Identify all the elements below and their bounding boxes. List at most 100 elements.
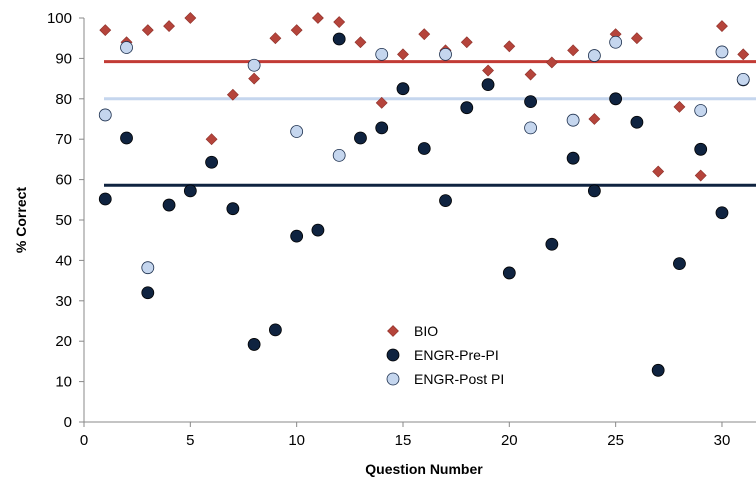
data-point <box>397 48 409 61</box>
data-point <box>482 64 494 77</box>
data-point <box>481 78 495 92</box>
y-tick-label: 90 <box>55 50 72 67</box>
legend-label: ENGR-Post PI <box>414 371 504 387</box>
ticks: 0 10 20 30 40 50 60 70 80 90 100 0 5 10 15 20 25 30 <box>47 10 730 449</box>
data-point <box>503 40 516 53</box>
data-point <box>354 131 367 145</box>
data-point <box>715 45 729 59</box>
data-point <box>247 58 261 72</box>
data-point <box>588 113 601 125</box>
y-tick-label: 70 <box>55 131 72 148</box>
data-point <box>630 32 643 45</box>
legend-marker <box>386 372 400 386</box>
data-point <box>694 169 707 182</box>
data-point <box>396 82 410 96</box>
data-point <box>290 24 303 37</box>
data-point <box>98 108 112 122</box>
data-point <box>268 323 282 337</box>
data-point <box>226 202 240 216</box>
x-tick-label: 20 <box>501 432 518 449</box>
reference-lines <box>104 60 756 187</box>
x-tick-label: 5 <box>186 432 194 449</box>
data-point <box>205 133 218 146</box>
data-point <box>375 121 389 135</box>
data-point <box>375 47 389 61</box>
data-point <box>120 131 133 145</box>
data-point <box>226 88 239 101</box>
legend-label: BIO <box>414 323 438 339</box>
data-point <box>141 24 154 37</box>
data-point <box>439 194 452 208</box>
data-point <box>609 35 623 49</box>
data-point <box>587 49 601 62</box>
data-point <box>183 184 197 198</box>
data-point <box>290 125 304 138</box>
x-tick-label: 15 <box>395 432 412 449</box>
data-point <box>694 104 708 117</box>
data-point <box>673 100 686 113</box>
data-point <box>652 165 665 178</box>
y-tick-label: 80 <box>55 91 72 108</box>
data-point <box>567 44 580 57</box>
y-tick-label: 0 <box>64 414 72 431</box>
data-point <box>609 92 623 106</box>
y-tick-label: 20 <box>55 333 72 350</box>
data-point <box>311 223 325 237</box>
data-point <box>566 151 580 165</box>
data-point <box>311 12 324 24</box>
data-point <box>524 121 537 135</box>
data-point <box>141 261 155 275</box>
x-tick-label: 30 <box>714 432 731 449</box>
data-point <box>248 72 261 85</box>
data-point <box>673 257 686 271</box>
data-point <box>439 47 452 61</box>
data-point <box>375 96 388 109</box>
data-point <box>737 48 750 61</box>
data-point <box>290 229 304 243</box>
data-point <box>736 73 750 86</box>
data-point <box>162 198 176 212</box>
data-point <box>120 41 133 54</box>
data-point <box>332 148 346 162</box>
data-point <box>716 20 728 33</box>
data-point <box>715 206 729 220</box>
data-point <box>524 68 537 81</box>
data-point <box>418 28 431 41</box>
y-tick-label: 30 <box>55 293 72 310</box>
y-tick-label: 60 <box>55 172 72 189</box>
series-engr-pre-pi <box>98 32 750 377</box>
legend: BIO ENGR-Pre-PI ENGR-Post PI <box>386 323 504 387</box>
data-point <box>163 20 175 33</box>
x-tick-label: 0 <box>80 432 88 449</box>
data-point <box>545 237 559 251</box>
y-axis-title: % Correct <box>13 187 29 253</box>
data-point <box>545 56 558 69</box>
x-tick-label: 25 <box>607 432 624 449</box>
data-point <box>333 16 346 28</box>
y-tick-label: 10 <box>55 374 72 391</box>
legend-marker <box>386 348 400 362</box>
data-point <box>630 115 644 129</box>
data-point <box>184 12 197 24</box>
x-tick-label: 10 <box>288 432 305 449</box>
data-point <box>651 363 665 377</box>
data-point <box>524 95 537 109</box>
data-point <box>460 101 474 115</box>
data-point <box>694 142 708 156</box>
data-point <box>98 192 112 206</box>
legend-marker <box>387 325 399 337</box>
data-point <box>354 36 367 49</box>
legend-label: ENGR-Pre-PI <box>414 347 499 363</box>
data-point <box>332 32 346 46</box>
series-engr-post-pi <box>98 35 750 275</box>
series-bio <box>99 12 750 182</box>
data-point <box>460 36 473 49</box>
y-tick-label: 50 <box>55 212 72 229</box>
data-point <box>141 286 155 300</box>
data-point <box>247 338 261 351</box>
y-tick-label: 40 <box>55 252 72 269</box>
data-point <box>566 113 580 127</box>
data-point <box>502 266 516 280</box>
y-tick-label: 100 <box>47 10 72 27</box>
